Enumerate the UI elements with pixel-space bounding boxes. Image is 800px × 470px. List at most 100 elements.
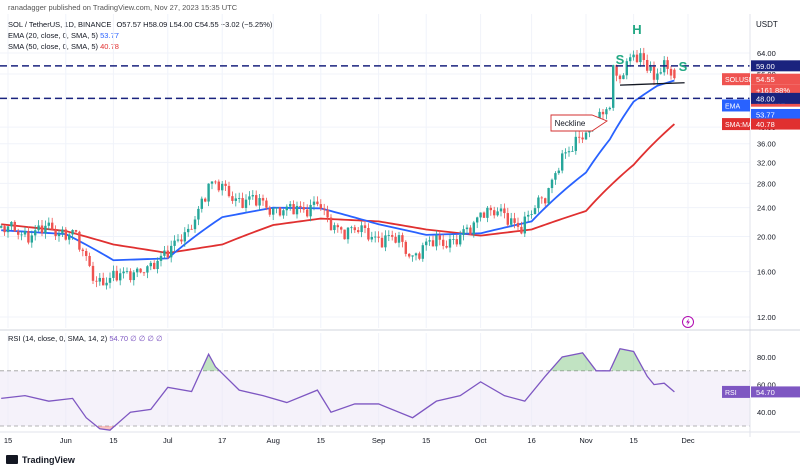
candle-body [115,270,118,281]
candle-body [139,268,142,273]
candle-body [156,260,159,270]
candle-body [557,170,560,174]
right-shoulder-label: S [679,59,688,74]
candle-body [173,240,176,246]
candle-body [309,204,312,217]
symbol-legend[interactable]: SOL / TetherUS, 1D, BINANCE O57.57 H58.0… [8,20,272,29]
sma-tag-label-bg [722,118,750,131]
candle-body [302,207,305,210]
candle-body [119,273,122,281]
x-tick-label: Aug [267,436,280,445]
ema-legend[interactable]: EMA (20, close, 0, SMA, 5) 53.77 [8,31,119,40]
ema-label: EMA (20, close, 0, SMA, 5) [8,31,99,40]
levels [0,65,750,100]
candle-body [550,179,554,189]
candle-body [401,235,404,242]
candle-body [567,151,571,153]
candle-body [207,183,210,202]
candle-body [37,225,40,231]
candle-body [612,65,615,108]
candle-body [95,280,98,282]
candle-body [622,75,625,80]
tradingview-logo[interactable]: TradingView [6,455,75,465]
candle-body [6,226,10,233]
candle-body [30,235,33,243]
candle-body [428,240,431,242]
candle-body [346,227,350,240]
y-tick-label: 36.00 [757,140,776,149]
candle-body [54,229,57,237]
candle-body [193,219,197,230]
ema-tag-label-bg [722,99,750,112]
snapshot-icon[interactable] [682,316,694,328]
candle-body [176,239,180,241]
candle-body [132,272,135,281]
candle-body [414,253,418,256]
candle-body [238,198,241,199]
candle-body [465,227,469,230]
candle-body [652,66,656,80]
candle-body [520,226,523,234]
left-shoulder-label: S [616,52,625,67]
candle-body [258,198,261,206]
rsi-legend[interactable]: RSI (14, close, 0, SMA, 14, 2) 54.70 ∅ ∅… [8,334,163,343]
candle-body [537,197,540,209]
neckline-callout [550,114,608,132]
candle-body [71,230,74,235]
candle-body [489,207,492,211]
candle-body [353,227,356,231]
candle-body [68,234,71,240]
candle-body [170,245,173,258]
candle-body [452,239,455,240]
candle-body [200,198,203,209]
sma-legend[interactable]: SMA (50, close, 0, SMA, 5) 40.78 [8,42,119,51]
candle-body [57,233,61,237]
candle-body [265,200,268,208]
candle-body [472,222,475,235]
candle-body [204,198,207,202]
y-tick-label: 24.00 [757,204,776,213]
ema-tag: 53.77 [756,110,775,119]
candle-body [268,207,271,215]
candle-body [513,218,516,223]
sma-tag: 40.78 [756,120,775,129]
neckline-label: Neckline [555,119,586,128]
candle-body [476,217,479,223]
rsi-line [1,347,675,431]
candle-body [516,222,520,227]
candle-body [214,181,217,183]
candle-body [384,235,387,248]
candle-body [159,255,163,261]
candle-body [360,225,363,233]
candle-body [146,266,149,273]
rsi-overbought-fill [611,348,644,371]
candle-body [343,229,346,240]
candle-body [601,111,605,115]
candle-body [421,245,424,259]
candle-body [108,277,112,283]
candle-body [241,198,244,208]
rsi-label: RSI (14, close, 0, SMA, 14, 2) [8,334,108,343]
candle-body [394,236,397,243]
candle-body [319,204,322,209]
attribution: ranadagger published on TradingView.com,… [8,3,238,12]
candle-body [486,207,489,218]
candle-body [34,230,37,236]
sma-tag-label: SMA:MA [725,122,753,129]
rsi-overbought-fill [550,352,595,371]
x-tick-label: Jun [60,436,72,445]
x-tick-label: 17 [218,436,226,445]
candle-body [227,185,231,197]
neckline-line [619,82,685,86]
candle-body [272,208,275,215]
candle-body [666,60,669,69]
candle-body [136,268,139,273]
candle-body [431,240,435,247]
candle-body [224,183,227,186]
candle-body [248,196,251,200]
symbol-label: SOL / TetherUS, 1D, BINANCE [8,20,112,29]
y-tick-label: 28.00 [757,179,776,188]
rsi-tick-label: 40.00 [757,408,776,417]
candle-body [448,239,452,248]
